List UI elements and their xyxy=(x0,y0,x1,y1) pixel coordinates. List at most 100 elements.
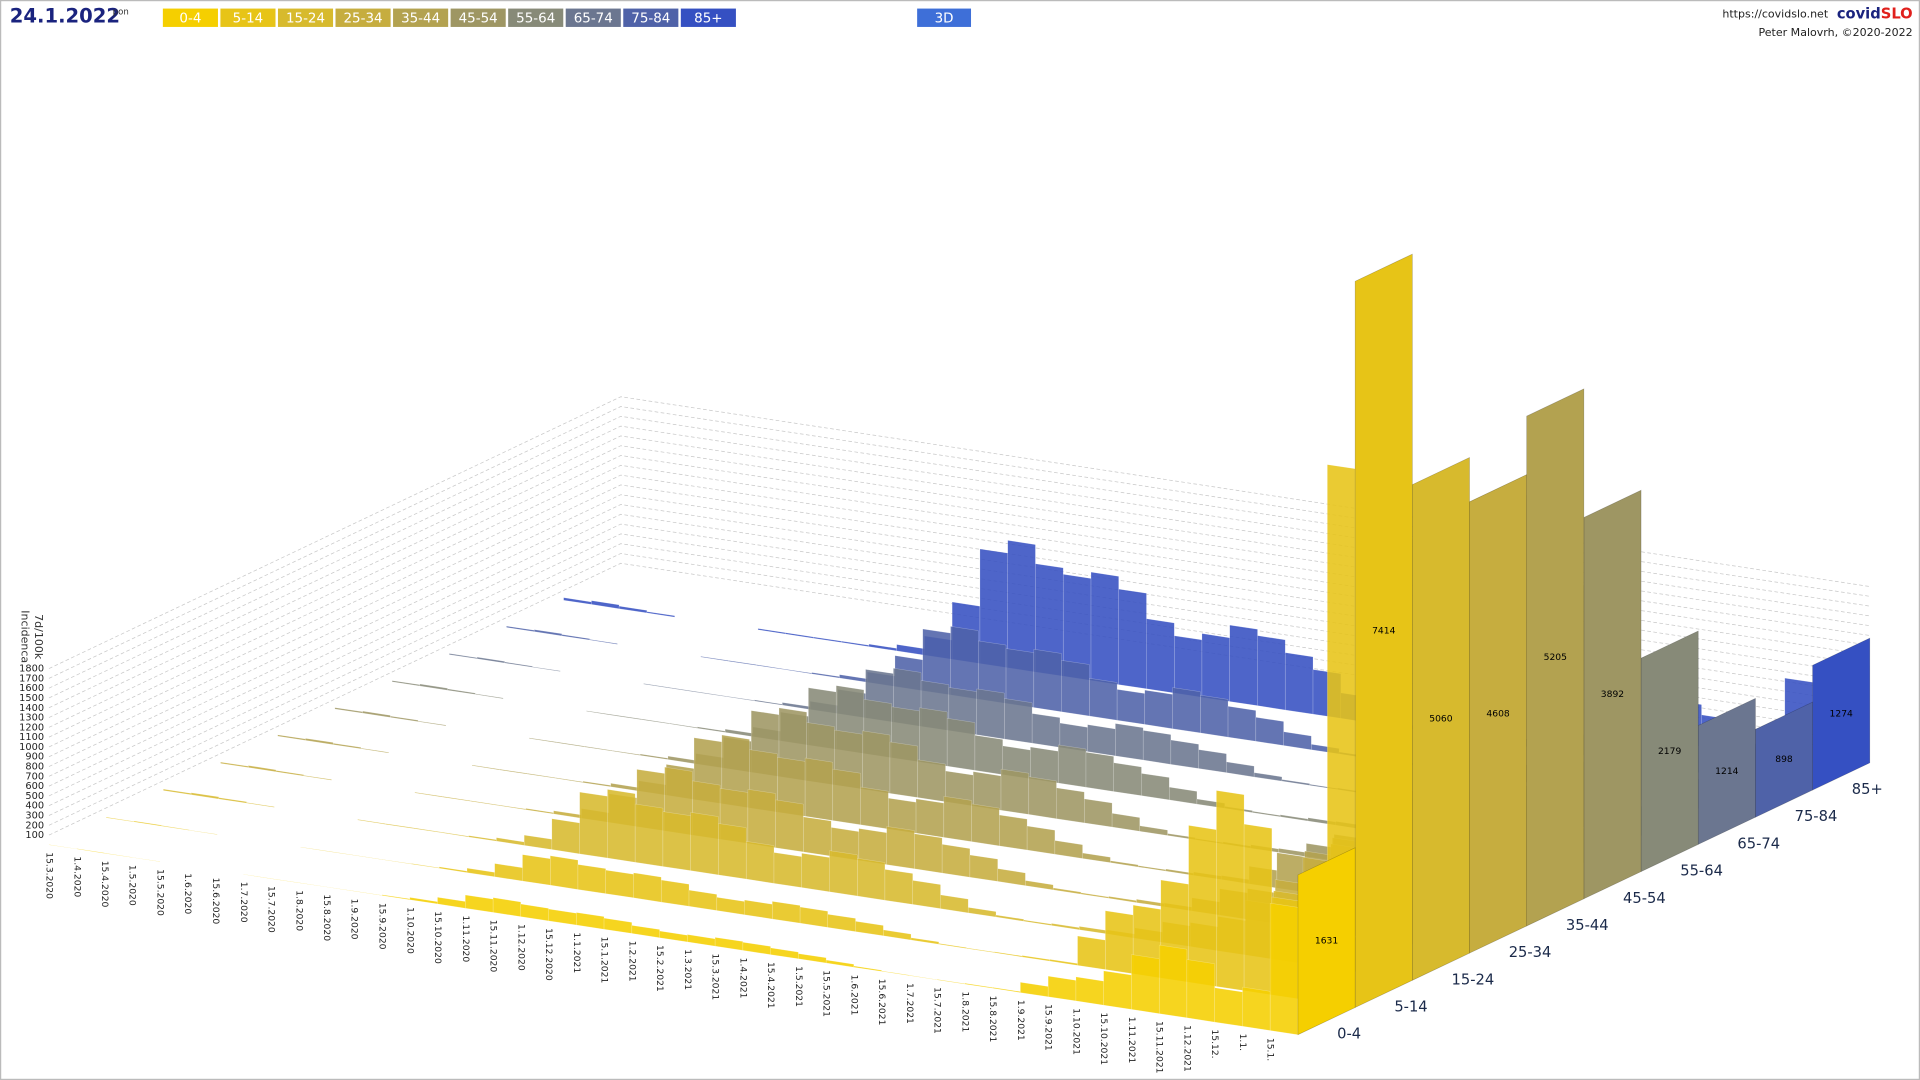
legend-label[interactable]: 85+ xyxy=(694,11,722,26)
legend-label[interactable]: 45-54 xyxy=(459,11,498,26)
surface-slab xyxy=(745,841,775,884)
age-axis-label: 45-54 xyxy=(1623,890,1666,907)
x-tick-label: 15.1. xyxy=(1265,1038,1276,1061)
legend-label[interactable]: 55-64 xyxy=(516,11,555,26)
mode-button[interactable]: 3D xyxy=(917,8,972,27)
y-tick-label: 900 xyxy=(25,752,44,763)
y-tick-label: 300 xyxy=(25,811,44,822)
surface-slab xyxy=(1186,959,1215,1023)
x-tick-label: 1.8.2021 xyxy=(959,991,970,1032)
bar-value-label: 2179 xyxy=(1658,746,1682,757)
legend-swatch[interactable] xyxy=(680,8,736,27)
surface-slab xyxy=(1169,786,1198,805)
x-tick-label: 15.4.2021 xyxy=(765,962,776,1009)
legend-label[interactable]: 15-24 xyxy=(286,11,325,26)
x-tick-label: 1.11.2020 xyxy=(460,916,471,963)
surface-slab xyxy=(646,611,675,618)
grid-line xyxy=(48,553,1870,826)
surface-slab xyxy=(997,868,1026,886)
surface-slab xyxy=(1000,768,1030,815)
legend-item[interactable]: 35-44 xyxy=(393,8,449,27)
surface-slab xyxy=(492,897,522,917)
surface-slab xyxy=(1111,813,1140,832)
surface-slab xyxy=(881,970,910,976)
x-tick-label: 1.10.2020 xyxy=(404,907,415,954)
legend-label[interactable]: 5-14 xyxy=(233,11,264,26)
y-tick-label: 1700 xyxy=(19,673,44,684)
y-tick-label: 1300 xyxy=(19,713,44,724)
x-tick-label: 15.3.2020 xyxy=(43,852,54,899)
grid-line xyxy=(48,474,1870,748)
legend-label[interactable]: 0-4 xyxy=(179,11,201,26)
surface-slab xyxy=(633,872,662,903)
x-tick-label: 15.9.2020 xyxy=(377,903,388,950)
surface-slab xyxy=(104,852,133,858)
surface-slab xyxy=(275,770,305,777)
x-tick-label: 15.12.2020 xyxy=(543,928,554,981)
surface-slab xyxy=(770,947,799,960)
x-tick-label: 15.10.2021 xyxy=(1098,1013,1109,1066)
grid-line xyxy=(48,494,1870,767)
legend-swatch[interactable] xyxy=(450,8,506,27)
legend-swatch[interactable] xyxy=(162,8,218,27)
x-tick-label: 1.7.2020 xyxy=(238,882,249,923)
surface-slab xyxy=(1257,635,1286,711)
surface-slab xyxy=(829,850,858,897)
legend-swatch[interactable] xyxy=(220,8,276,27)
legend-label[interactable]: 75-84 xyxy=(631,11,670,26)
surface-slab xyxy=(804,757,834,821)
surface-slab xyxy=(915,798,945,838)
legend-swatch[interactable] xyxy=(623,8,679,27)
legend-label[interactable]: 25-34 xyxy=(344,11,383,26)
legend-swatch[interactable] xyxy=(277,8,334,27)
age-axis-label: 35-44 xyxy=(1566,917,1609,934)
surface-slab xyxy=(1214,987,1243,1027)
surface-slab xyxy=(801,852,830,893)
legend-item[interactable]: 0-4 xyxy=(162,8,218,27)
brand: covidSLO xyxy=(1837,6,1913,23)
legend-item[interactable]: 25-34 xyxy=(335,8,391,27)
grid-line xyxy=(48,464,1870,738)
x-tick-label: 1.6.2021 xyxy=(848,975,859,1016)
surface-slab xyxy=(1141,773,1170,801)
x-tick-label: 15.8.2021 xyxy=(987,996,998,1043)
legend-label[interactable]: 35-44 xyxy=(401,11,440,26)
surface-slab xyxy=(827,913,856,932)
x-tick-label: 15.6.2021 xyxy=(876,979,887,1026)
surface-slab xyxy=(1118,588,1147,690)
surface-slab xyxy=(607,789,636,863)
legend-item[interactable]: 55-64 xyxy=(508,8,564,27)
legend-swatch[interactable] xyxy=(508,8,564,27)
mode-button-label[interactable]: 3D xyxy=(935,11,954,26)
legend-item[interactable]: 75-84 xyxy=(623,8,679,27)
legend-item[interactable]: 45-54 xyxy=(450,8,506,27)
legend-swatch[interactable] xyxy=(565,8,621,27)
surface-slab xyxy=(999,814,1028,851)
surface-slab xyxy=(969,854,998,882)
surface-slab xyxy=(1216,790,1245,991)
legend-item[interactable]: 85+ xyxy=(680,8,736,27)
surface-slab xyxy=(362,710,391,718)
legend-item[interactable]: 5-14 xyxy=(220,8,276,27)
x-tick-label: 1.11.2021 xyxy=(1126,1017,1137,1064)
surface-slab xyxy=(1110,860,1139,868)
surface-slab xyxy=(910,937,940,945)
legend-swatch[interactable] xyxy=(393,8,449,27)
mode-button-bg[interactable] xyxy=(917,8,972,27)
surface-slab xyxy=(475,693,504,699)
y-axis-label: Incidenca xyxy=(18,610,31,663)
legend-label[interactable]: 65-74 xyxy=(574,11,613,26)
x-tick-label: 15.2.2021 xyxy=(654,945,665,992)
surface-slab xyxy=(447,688,476,695)
grid-line xyxy=(48,484,1870,758)
age-surface xyxy=(48,844,1299,1035)
url: https://covidslo.net xyxy=(1722,8,1828,21)
surface-slab xyxy=(1028,776,1057,819)
age-axis-label: 85+ xyxy=(1852,781,1883,798)
legend-item[interactable]: 15-24 xyxy=(277,8,334,27)
legend-item[interactable]: 65-74 xyxy=(565,8,621,27)
surface-slab xyxy=(974,735,1003,775)
legend-swatch[interactable] xyxy=(335,8,391,27)
grid-line xyxy=(48,425,1870,699)
